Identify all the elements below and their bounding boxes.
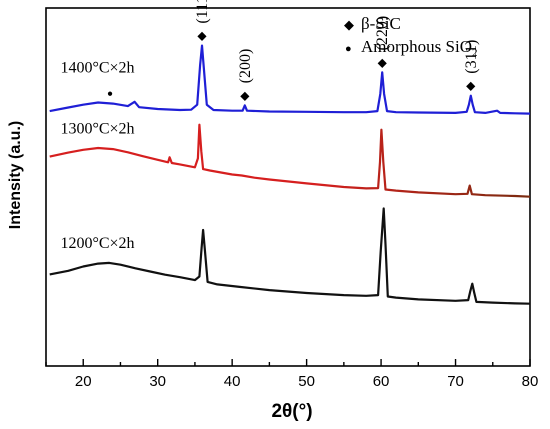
plot-frame xyxy=(45,7,531,367)
peak-label-3: (220) xyxy=(374,16,391,51)
peak-label-1: (111) xyxy=(194,0,211,24)
plot-area xyxy=(45,7,531,367)
series-line-1 xyxy=(49,44,531,115)
peak-marker-2: ◆ xyxy=(240,88,250,102)
peak-marker-4: ◆ xyxy=(466,79,476,93)
x-tick-label: 50 xyxy=(298,373,315,390)
series-line-2 xyxy=(49,123,531,198)
x-tick-label: 80 xyxy=(522,373,539,390)
legend-label-subscript: 2 xyxy=(472,47,478,59)
x-tick-label: 40 xyxy=(224,373,241,390)
annotation-layer: 1400°C×2h 1300°C×2h 1200°C×2h ◆ (111) ◆ (200) ◆… xyxy=(60,0,479,252)
legend-label-main: Amorphous SiO xyxy=(361,37,472,56)
legend-label-amorphous-sio2: Amorphous SiO2 xyxy=(361,37,477,59)
series-layer xyxy=(49,44,531,305)
peak-label-4: (311) xyxy=(463,40,480,74)
legend-marker-amorphous-sio2: ● xyxy=(345,43,352,55)
peak-label-2: (200) xyxy=(237,49,254,84)
series-line-3 xyxy=(49,207,531,305)
peak-marker-1: ◆ xyxy=(197,29,207,43)
legend: ◆ β-SiC ● Amorphous SiO2 xyxy=(344,14,477,59)
x-tick-label: 70 xyxy=(447,373,464,390)
peak-marker-3: ◆ xyxy=(378,55,388,69)
series-label-3: 1200°C×2h xyxy=(60,235,134,252)
legend-label-beta-sic: β-SiC xyxy=(361,14,401,33)
x-axis-label: 2θ(°) xyxy=(271,401,312,422)
peak-marker-5: ● xyxy=(107,89,113,100)
legend-marker-beta-sic: ◆ xyxy=(344,17,354,32)
series-label-1: 1400°C×2h xyxy=(60,59,134,76)
series-label-2: 1300°C×2h xyxy=(60,120,134,137)
x-tick-label: 60 xyxy=(373,373,390,390)
axis-layer: 20 30 40 50 60 70 80 xyxy=(45,359,539,390)
y-axis-label: Intensity (a.u.) xyxy=(7,121,24,229)
x-tick-label: 30 xyxy=(149,373,166,390)
x-tick-label: 20 xyxy=(75,373,92,390)
